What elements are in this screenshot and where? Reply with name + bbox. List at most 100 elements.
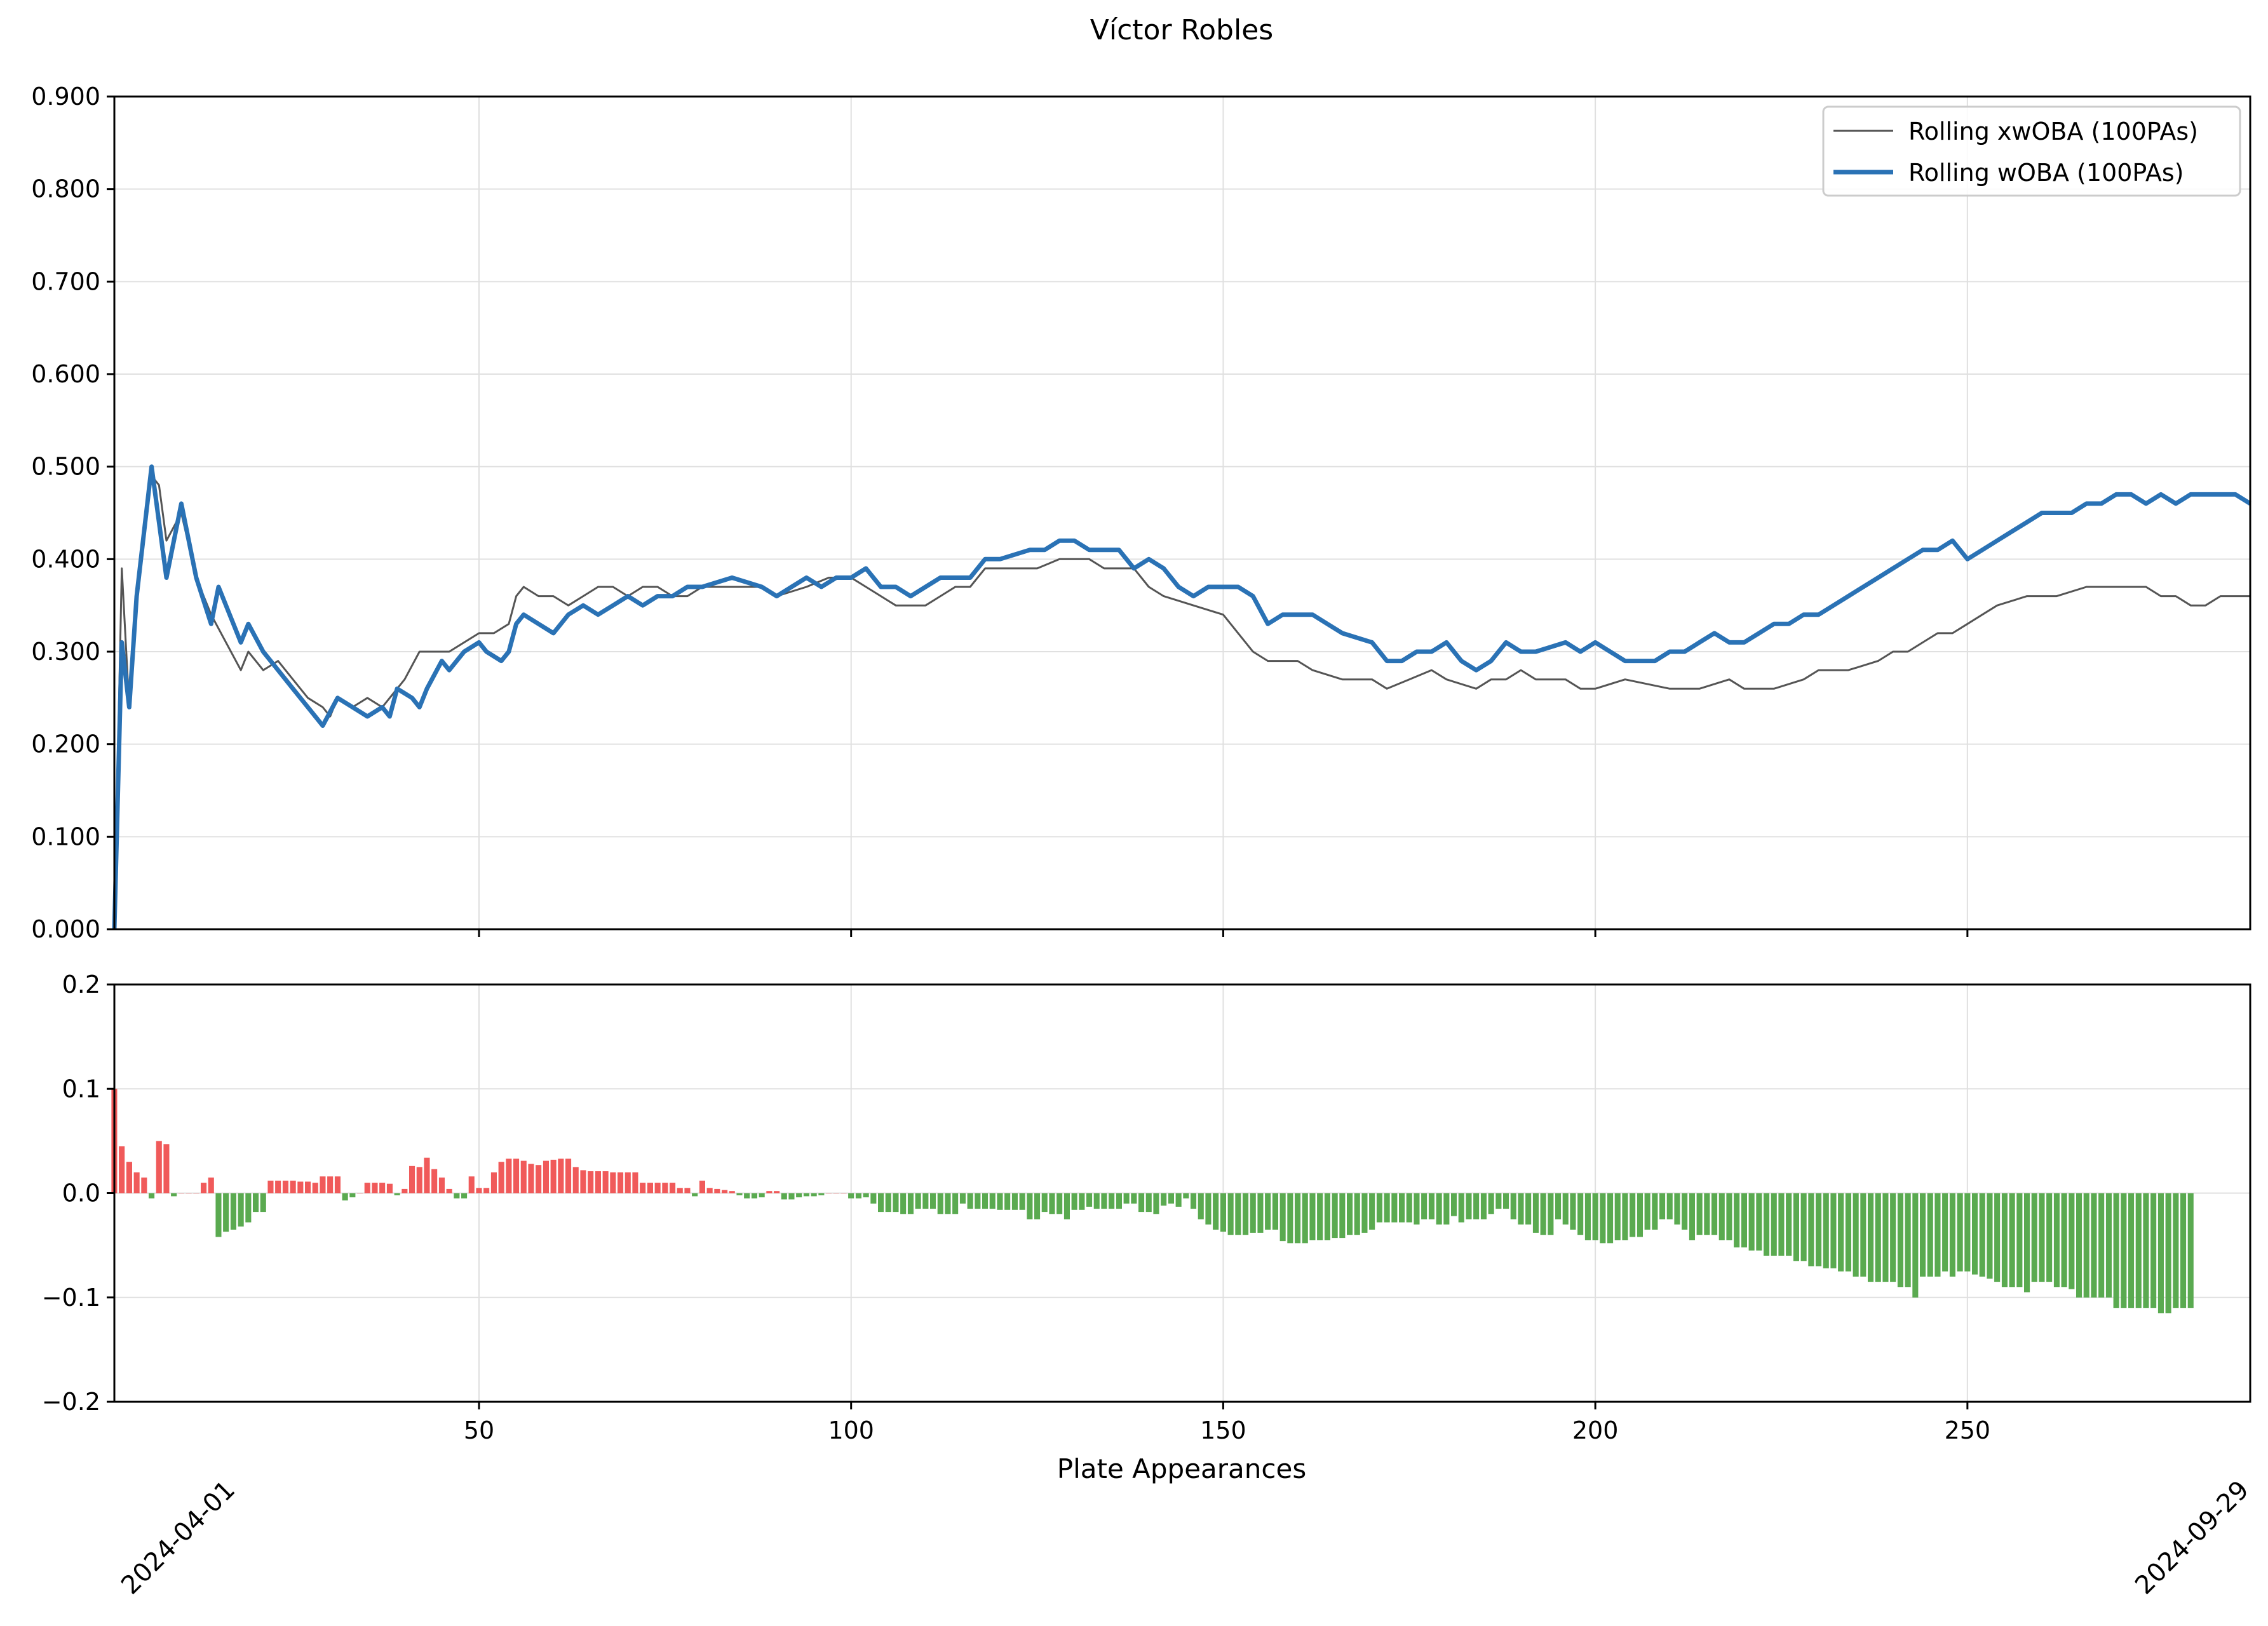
negative-difference-bar xyxy=(1949,1193,1955,1277)
positive-difference-bar xyxy=(208,1177,214,1193)
negative-difference-bar xyxy=(952,1193,959,1214)
positive-difference-bar xyxy=(431,1169,438,1193)
negative-difference-bar xyxy=(1361,1193,1368,1233)
negative-difference-bar xyxy=(1295,1193,1301,1244)
negative-difference-bar xyxy=(1168,1193,1174,1204)
positive-difference-bar xyxy=(409,1166,415,1193)
negative-difference-bar xyxy=(1198,1193,1204,1220)
negative-difference-bar xyxy=(967,1193,973,1209)
negative-difference-bar xyxy=(1004,1193,1011,1210)
negative-difference-bar xyxy=(1718,1193,1725,1240)
negative-difference-bar xyxy=(975,1193,981,1209)
negative-difference-bar xyxy=(2016,1193,2023,1287)
positive-difference-bar xyxy=(141,1177,147,1193)
negative-difference-bar xyxy=(1279,1193,1286,1242)
negative-difference-bar xyxy=(1711,1193,1718,1235)
negative-difference-bar xyxy=(893,1193,899,1213)
negative-difference-bar xyxy=(907,1193,914,1214)
positive-difference-bar xyxy=(722,1190,728,1193)
bottom-x-axis: 50 100 150 200 250 xyxy=(464,1402,1990,1444)
negative-difference-bar xyxy=(1518,1193,1524,1225)
negative-difference-bar xyxy=(1652,1193,1658,1230)
positive-difference-bar xyxy=(840,1193,846,1194)
top-y-tick-label: 0.400 xyxy=(31,545,100,573)
positive-difference-bar xyxy=(438,1177,445,1193)
negative-difference-bar xyxy=(1793,1193,1799,1261)
bottom-x-tick-label: 200 xyxy=(1572,1416,1619,1444)
negative-difference-bar xyxy=(1451,1193,1457,1216)
negative-difference-bar xyxy=(1049,1193,1055,1214)
negative-difference-bar xyxy=(1473,1193,1480,1220)
negative-difference-bar xyxy=(1227,1193,1234,1235)
negative-difference-bar xyxy=(1726,1193,1732,1240)
negative-difference-bar xyxy=(1987,1193,1993,1279)
negative-difference-bar xyxy=(245,1193,252,1223)
top-grid xyxy=(114,96,2250,930)
negative-difference-bar xyxy=(1659,1193,1666,1220)
negative-difference-bar xyxy=(1510,1193,1516,1220)
positive-difference-bar xyxy=(766,1191,773,1193)
negative-difference-bar xyxy=(1548,1193,1554,1235)
negative-difference-bar xyxy=(1532,1193,1539,1233)
legend: Rolling xwOBA (100PAs) Rolling wOBA (100… xyxy=(1822,105,2241,197)
negative-difference-bar xyxy=(1816,1193,1822,1267)
positive-difference-bar xyxy=(834,1193,839,1194)
negative-difference-bar xyxy=(2165,1193,2171,1314)
positive-difference-bar xyxy=(416,1167,422,1193)
bottom-y-tick-label: −0.1 xyxy=(42,1284,100,1312)
negative-difference-bar xyxy=(1391,1193,1398,1223)
negative-difference-bar xyxy=(2180,1193,2187,1308)
negative-difference-bar xyxy=(870,1193,877,1204)
negative-difference-bar xyxy=(1257,1193,1264,1233)
positive-difference-bar xyxy=(632,1172,638,1193)
positive-difference-bar xyxy=(156,1141,162,1193)
negative-difference-bar xyxy=(989,1193,996,1209)
negative-difference-bar xyxy=(2128,1193,2135,1308)
negative-difference-bar xyxy=(238,1193,244,1227)
negative-difference-bar xyxy=(2121,1193,2127,1308)
negative-difference-bar xyxy=(1220,1193,1226,1232)
bottom-y-tick-label: −0.2 xyxy=(42,1388,100,1416)
negative-difference-bar xyxy=(1354,1193,1360,1235)
positive-difference-bar xyxy=(267,1180,274,1193)
negative-difference-bar xyxy=(260,1193,266,1213)
positive-difference-bar xyxy=(684,1188,691,1193)
negative-difference-bar xyxy=(1830,1193,1837,1268)
negative-difference-bar xyxy=(1436,1193,1442,1225)
negative-difference-bar xyxy=(349,1193,356,1198)
negative-difference-bar xyxy=(1577,1193,1584,1235)
negative-difference-bar xyxy=(803,1193,809,1197)
positive-difference-bar xyxy=(714,1188,720,1193)
negative-difference-bar xyxy=(1853,1193,1859,1277)
negative-difference-bar xyxy=(945,1193,951,1214)
negative-difference-bar xyxy=(1347,1193,1353,1235)
negative-difference-bar xyxy=(253,1193,259,1213)
negative-difference-bar xyxy=(1756,1193,1762,1251)
negative-difference-bar xyxy=(2105,1193,2112,1298)
negative-difference-bar xyxy=(1235,1193,1241,1235)
negative-difference-bar xyxy=(2135,1193,2142,1308)
negative-difference-bar xyxy=(1584,1193,1591,1240)
positive-difference-bar xyxy=(446,1188,452,1193)
negative-difference-bar xyxy=(1086,1193,1093,1207)
legend-box xyxy=(1822,105,2241,197)
positive-difference-bar xyxy=(543,1160,549,1193)
negative-difference-bar xyxy=(1845,1193,1851,1272)
positive-difference-bar xyxy=(640,1183,646,1193)
negative-difference-bar xyxy=(1823,1193,1829,1268)
negative-difference-bar xyxy=(1175,1193,1182,1207)
negative-difference-bar xyxy=(751,1193,757,1199)
negative-difference-bar xyxy=(759,1193,765,1198)
positive-difference-bar xyxy=(588,1171,594,1193)
negative-difference-bar xyxy=(1905,1193,1911,1287)
negative-difference-bar xyxy=(982,1193,989,1209)
woba-panel: 0.000 0.100 0.200 0.300 0.400 0.500 0.600 0.700… xyxy=(31,83,2251,943)
positive-difference-bar xyxy=(320,1176,326,1193)
positive-difference-bar xyxy=(580,1170,586,1193)
negative-difference-bar xyxy=(2001,1193,2008,1287)
positive-difference-bar xyxy=(297,1181,304,1193)
positive-difference-bar xyxy=(163,1144,170,1193)
negative-difference-bar xyxy=(1704,1193,1710,1235)
